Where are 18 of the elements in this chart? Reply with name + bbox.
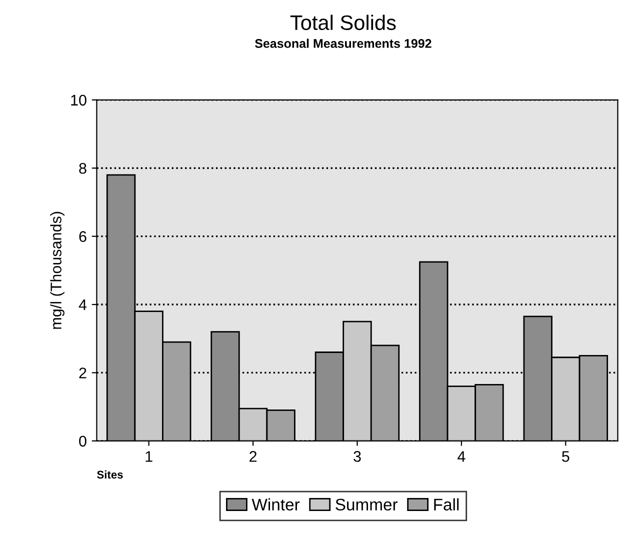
chart-subtitle: Seasonal Measurements 1992 (254, 38, 432, 48)
y-tick-label: 4 (78, 300, 87, 310)
x-tick-label: 2 (250, 451, 257, 462)
legend-label: Fall (434, 498, 459, 511)
chart-title: Total Solids (290, 14, 396, 30)
y-tick-label: 0 (79, 436, 86, 447)
x-tick-label: 3 (354, 451, 361, 462)
y-tick-label: 10 (71, 94, 86, 106)
legend-label: Winter (252, 498, 300, 511)
x-tick-label: 4 (458, 451, 466, 462)
x-axis-title: Sites (97, 470, 123, 479)
legend-label: Summer (336, 498, 398, 511)
y-tick-label: 6 (79, 231, 86, 242)
y-axis-title: mg/l (Thousands) (50, 212, 64, 329)
x-tick-label: 5 (562, 451, 570, 462)
x-tick-label: 1 (146, 451, 152, 462)
y-tick-label: 8 (79, 162, 86, 174)
y-tick-label: 2 (79, 368, 86, 378)
